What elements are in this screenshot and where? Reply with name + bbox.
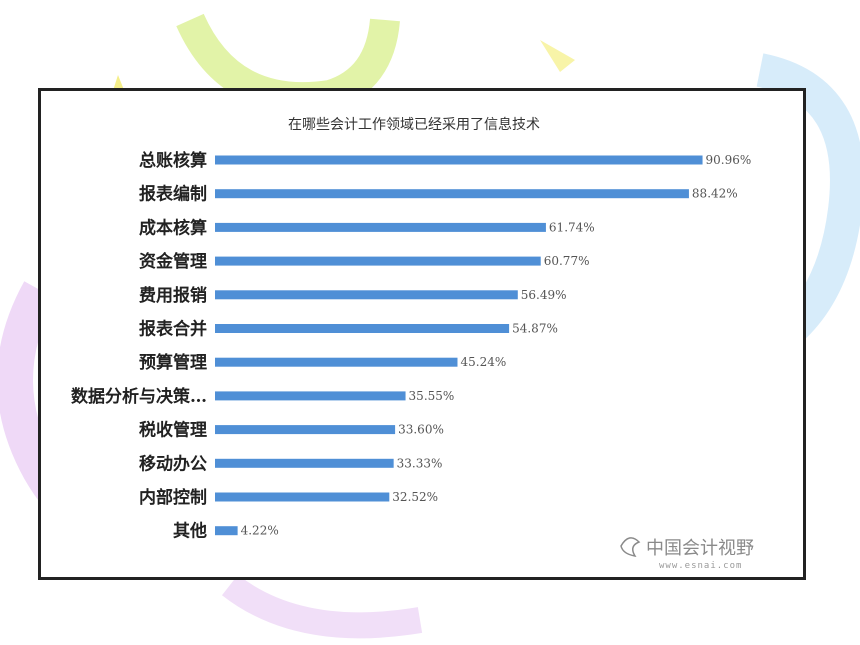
value-label: 35.55% <box>409 389 455 403</box>
bar <box>215 189 689 199</box>
category-label: 内部控制 <box>139 487 207 508</box>
bars-group: 总账核算 90.96% 报表编制 88.42% 成本核算 61.74% 资金管理 60.77%… <box>71 150 751 542</box>
bar-chart: 在哪些会计工作领域已经采用了信息技术 总账核算 90.96% 报表编制 88.42% 成… <box>71 116 754 571</box>
value-label: 61.74% <box>549 220 595 234</box>
value-label: 45.24% <box>460 355 506 369</box>
category-label: 成本核算 <box>139 217 207 238</box>
logo-mark-icon <box>620 537 641 558</box>
value-label: 4.22% <box>241 524 279 538</box>
value-label: 88.42% <box>692 187 738 201</box>
value-label: 33.33% <box>397 456 443 470</box>
category-label: 税收管理 <box>139 420 207 441</box>
category-label: 费用报销 <box>139 285 207 306</box>
value-label: 54.87% <box>512 322 558 336</box>
watermark-logo: 中国会计视野 www.esnai.com <box>620 537 754 571</box>
category-label: 移动办公 <box>139 453 207 474</box>
category-label: 报表编制 <box>139 184 207 205</box>
category-label: 预算管理 <box>139 352 207 373</box>
bar <box>215 458 394 468</box>
bar <box>215 357 458 367</box>
value-label: 56.49% <box>521 288 567 302</box>
bar <box>215 222 546 232</box>
category-label: 其他 <box>173 521 207 542</box>
category-label: 资金管理 <box>139 251 207 272</box>
chart-title: 在哪些会计工作领域已经采用了信息技术 <box>288 116 540 133</box>
logo-url: www.esnai.com <box>659 561 742 571</box>
bar <box>215 155 703 165</box>
bg-swirl-blue <box>756 53 860 343</box>
bar <box>215 425 396 435</box>
category-label: 报表合并 <box>139 319 207 340</box>
value-label: 60.77% <box>544 254 590 268</box>
bar <box>215 391 406 401</box>
value-label: 32.52% <box>392 490 438 504</box>
bar <box>215 290 518 300</box>
bg-swirl-green <box>176 13 400 113</box>
chart-frame: 在哪些会计工作领域已经采用了信息技术 总账核算 90.96% 报表编制 88.42% 成… <box>38 88 806 580</box>
bg-swirl-purple-2 <box>221 574 423 639</box>
value-label: 33.60% <box>398 423 444 437</box>
category-label: 数据分析与决策… <box>71 386 207 407</box>
bar <box>215 492 390 502</box>
bar <box>215 324 510 333</box>
bar <box>215 526 238 536</box>
bg-swirl-yellow-2 <box>540 40 575 72</box>
value-label: 90.96% <box>706 153 752 167</box>
category-label: 总账核算 <box>139 150 207 171</box>
logo-text: 中国会计视野 <box>646 538 754 559</box>
bar <box>215 256 541 266</box>
